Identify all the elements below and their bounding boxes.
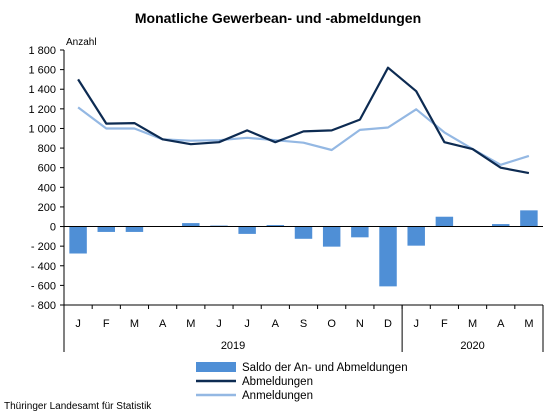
x-tick-label: M	[130, 318, 139, 330]
saldo-bar	[294, 226, 313, 239]
saldo-bar	[520, 210, 538, 227]
x-tick-label: F	[103, 318, 110, 330]
y-axis-label: Anzahl	[66, 37, 97, 48]
y-tick-label: 1 800	[28, 45, 56, 57]
x-tick-label: J	[244, 318, 250, 330]
y-tick-label: 1 200	[28, 104, 56, 116]
saldo-bars	[69, 210, 538, 287]
saldo-bar	[322, 226, 341, 247]
legend-label: Abmeldungen	[242, 376, 313, 388]
x-tick-label: N	[356, 318, 364, 330]
x-tick-label: M	[468, 318, 477, 330]
x-axis-labels: J F M A M J J A S O N D J F M A M 2019 2020	[75, 318, 533, 352]
y-tick-label: 1 400	[28, 84, 56, 96]
x-tick-label: J	[216, 318, 222, 330]
y-tick-label: - 400	[31, 261, 56, 273]
saldo-bar	[379, 226, 397, 287]
year-label: 2019	[221, 340, 245, 352]
y-tick-label: 0	[50, 222, 56, 234]
y-tick-label: - 200	[31, 241, 56, 253]
saldo-bar	[351, 226, 369, 238]
y-tick-label: - 800	[31, 300, 56, 312]
source-text: Thüringer Landesamt für Statistik	[4, 401, 152, 412]
y-tick-label: 400	[38, 182, 56, 194]
saldo-bar	[238, 226, 256, 234]
series-lines	[77, 66, 530, 175]
y-tick-label: 200	[38, 202, 56, 214]
saldo-bar	[125, 226, 144, 232]
x-tick-label: J	[75, 318, 81, 330]
y-tick-label: 800	[38, 143, 56, 155]
saldo-bar	[69, 226, 87, 254]
x-tick-label: A	[159, 318, 167, 330]
x-tick-label: A	[497, 318, 505, 330]
x-tick-label: O	[327, 318, 336, 330]
year-label: 2020	[460, 340, 484, 352]
legend: Saldo der An- und Abmeldungen Abmeldungen…	[196, 362, 408, 402]
y-tick-label: 1 000	[28, 123, 56, 135]
y-tick-label: - 600	[31, 280, 56, 292]
chart-title: Monatliche Gewerbean- und -abmeldungen	[135, 10, 421, 26]
x-tick-label: S	[300, 318, 307, 330]
saldo-bar	[492, 224, 510, 227]
legend-label: Anmeldungen	[242, 390, 313, 402]
saldo-bar	[97, 226, 115, 232]
saldo-bar	[435, 216, 454, 227]
y-axis-ticks: 1 800 1 600 1 400 1 200 1 000 800 600 400 200 0 - …	[28, 45, 64, 312]
abmeldungen-line	[77, 66, 530, 175]
x-tick-label: M	[524, 318, 533, 330]
legend-label: Saldo der An- und Abmeldungen	[242, 362, 408, 374]
x-tick-label: M	[186, 318, 195, 330]
saldo-bar	[266, 225, 285, 227]
x-tick-label: A	[272, 318, 280, 330]
x-tick-label: D	[384, 318, 392, 330]
y-tick-label: 1 600	[28, 65, 56, 77]
saldo-bar	[182, 223, 200, 227]
axes	[63, 50, 544, 352]
x-tick-label: J	[413, 318, 419, 330]
x-tick-label: F	[441, 318, 448, 330]
saldo-bar	[407, 226, 425, 246]
legend-swatch-saldo	[196, 362, 236, 372]
y-tick-label: 600	[38, 163, 56, 175]
anmeldungen-line	[77, 106, 530, 166]
